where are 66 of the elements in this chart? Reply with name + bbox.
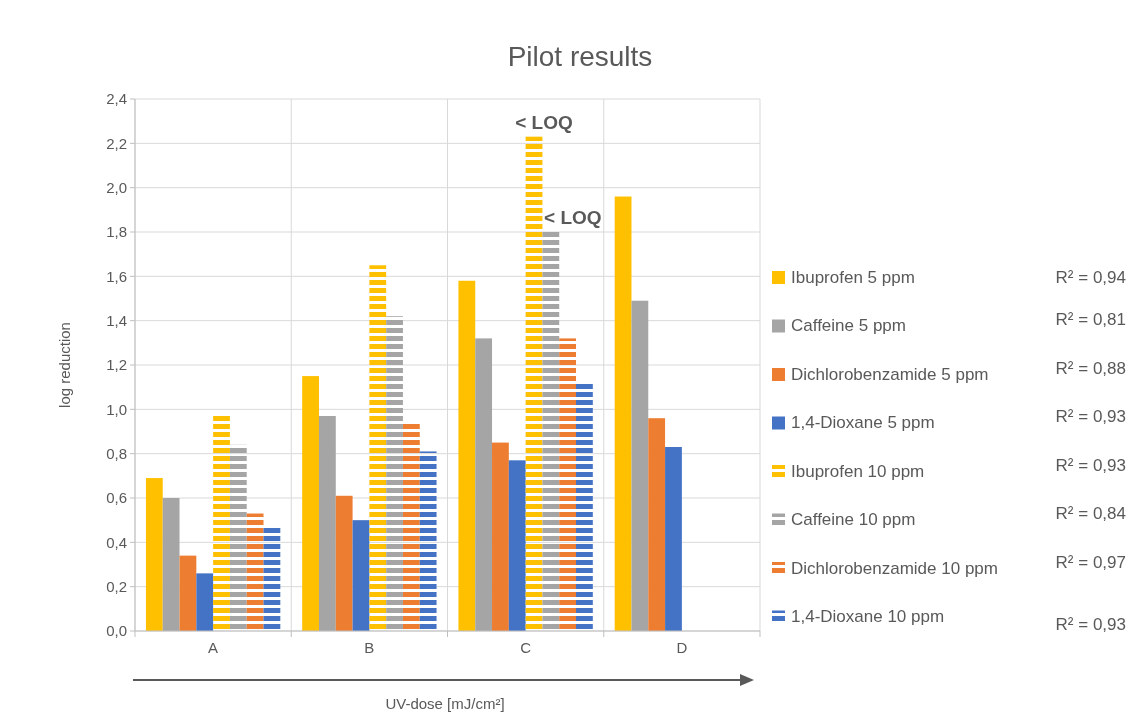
y-tick-label: 1,0 — [106, 400, 127, 418]
y-tick-label: 0,0 — [106, 622, 127, 640]
x-tick-label: D — [676, 639, 688, 656]
legend-label: Caffeine 10 ppm — [791, 510, 916, 530]
y-tick-label: 2,2 — [106, 134, 127, 152]
text: R² = 0,84 — [1055, 504, 1126, 524]
bar — [542, 232, 560, 631]
bar — [508, 460, 526, 631]
text: R² = 0,93 — [1055, 407, 1126, 427]
bar — [525, 136, 543, 631]
bar — [246, 513, 264, 631]
text: R² = 0,88 — [1055, 358, 1126, 378]
x-axis-title: UV-dose [mJ/cm²] — [385, 695, 505, 712]
y-tick-label: 1,2 — [106, 356, 127, 374]
bar — [665, 447, 682, 631]
y-tick-label: 1,6 — [106, 267, 127, 285]
bar — [576, 382, 593, 631]
bar — [179, 555, 197, 631]
bar — [335, 495, 353, 631]
bar — [263, 526, 281, 631]
bar — [318, 415, 336, 631]
bar — [229, 444, 247, 631]
y-tick-label: 0,6 — [106, 489, 127, 507]
y-tick-label: 2,0 — [106, 178, 127, 196]
y-tick-label: 0,4 — [106, 533, 127, 551]
x-tick-label: C — [520, 639, 532, 656]
legend-label: 1,4-Dioxane 5 ppm — [791, 413, 935, 433]
bar — [213, 415, 230, 631]
bar — [648, 418, 666, 631]
annotation: < LOQ — [515, 111, 573, 133]
annotation: < LOQ — [544, 207, 602, 228]
bar — [402, 422, 420, 631]
bar — [492, 442, 509, 631]
text: R² = 0,93 — [1055, 615, 1126, 635]
bar — [162, 498, 180, 631]
bar — [419, 451, 437, 631]
legend-label: Ibuprofen 5 ppm — [791, 267, 915, 287]
legend-label: Caffeine 5 ppm — [791, 316, 906, 336]
legend-label: 1,4-Dioxane 10 ppm — [791, 607, 945, 627]
x-tick-label: A — [208, 639, 219, 656]
bar — [458, 280, 476, 631]
y-axis-title: log reduction — [56, 322, 73, 408]
text: R² = 0,81 — [1055, 310, 1126, 330]
bar — [352, 520, 370, 631]
bar — [302, 376, 319, 631]
bar — [369, 265, 387, 631]
text: R² = 0,97 — [1055, 552, 1126, 572]
y-tick-label: 1,4 — [106, 311, 127, 329]
legend-label: Dichlorobenzamide 5 ppm — [791, 364, 989, 384]
x-tick-label: B — [364, 639, 375, 656]
chart-title: Pilot results — [507, 41, 653, 72]
y-tick-label: 2,4 — [106, 90, 127, 108]
bar — [614, 196, 632, 631]
y-tick-label: 0,8 — [106, 444, 127, 462]
bar — [559, 338, 577, 631]
text: R² = 0,94 — [1055, 267, 1126, 287]
y-tick-label: 0,2 — [106, 577, 127, 595]
y-tick-label: 1,8 — [106, 223, 127, 241]
bar — [631, 300, 649, 631]
bar — [475, 338, 493, 631]
bar — [196, 573, 214, 631]
bar — [386, 316, 403, 631]
text: R² = 0,93 — [1055, 455, 1126, 475]
bar — [145, 478, 163, 631]
legend-label: Ibuprofen 10 ppm — [791, 461, 925, 481]
legend-label: Dichlorobenzamide 10 ppm — [791, 558, 998, 578]
